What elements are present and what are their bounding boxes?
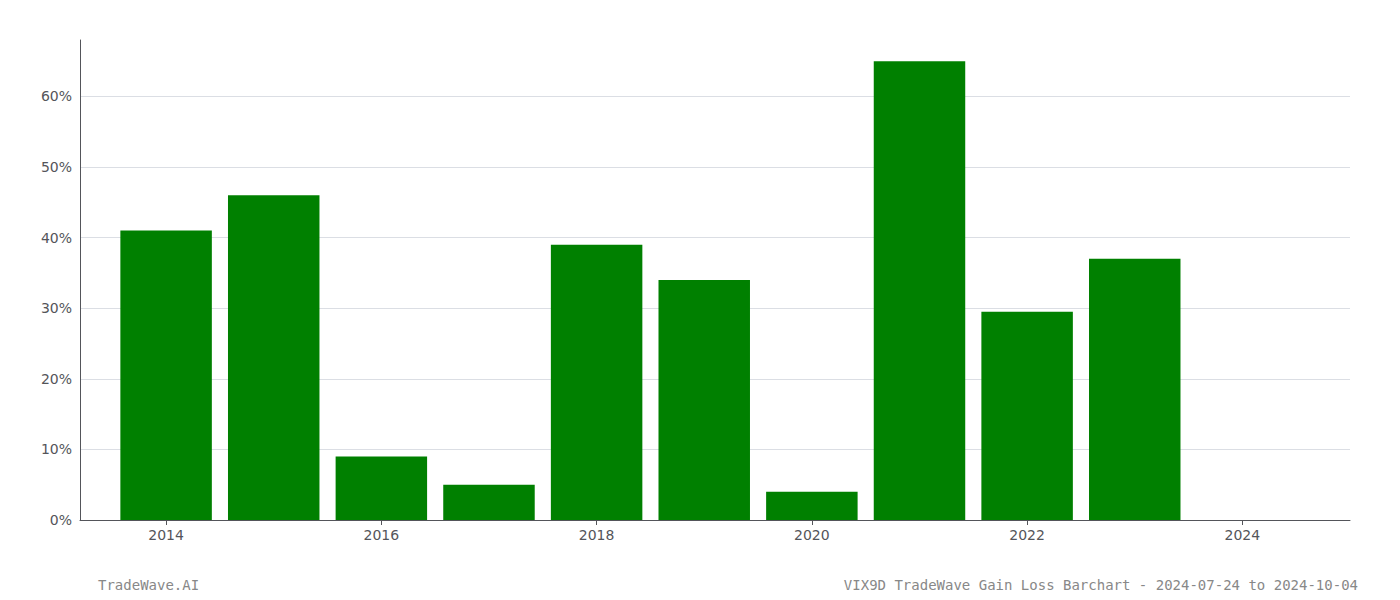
svg-text:10%: 10%: [41, 441, 72, 457]
svg-text:50%: 50%: [41, 159, 72, 175]
svg-text:2020: 2020: [794, 527, 830, 543]
svg-text:2022: 2022: [1009, 527, 1045, 543]
svg-text:2016: 2016: [364, 527, 400, 543]
svg-text:30%: 30%: [41, 300, 72, 316]
svg-text:2018: 2018: [579, 527, 615, 543]
svg-text:TradeWave.AI: TradeWave.AI: [98, 577, 199, 593]
svg-text:2024: 2024: [1225, 527, 1261, 543]
svg-text:VIX9D TradeWave Gain Loss Barc: VIX9D TradeWave Gain Loss Barchart - 202…: [844, 577, 1358, 593]
svg-text:2014: 2014: [148, 527, 184, 543]
svg-text:40%: 40%: [41, 230, 72, 246]
svg-text:20%: 20%: [41, 371, 72, 387]
svg-text:60%: 60%: [41, 88, 72, 104]
svg-text:0%: 0%: [50, 512, 72, 528]
